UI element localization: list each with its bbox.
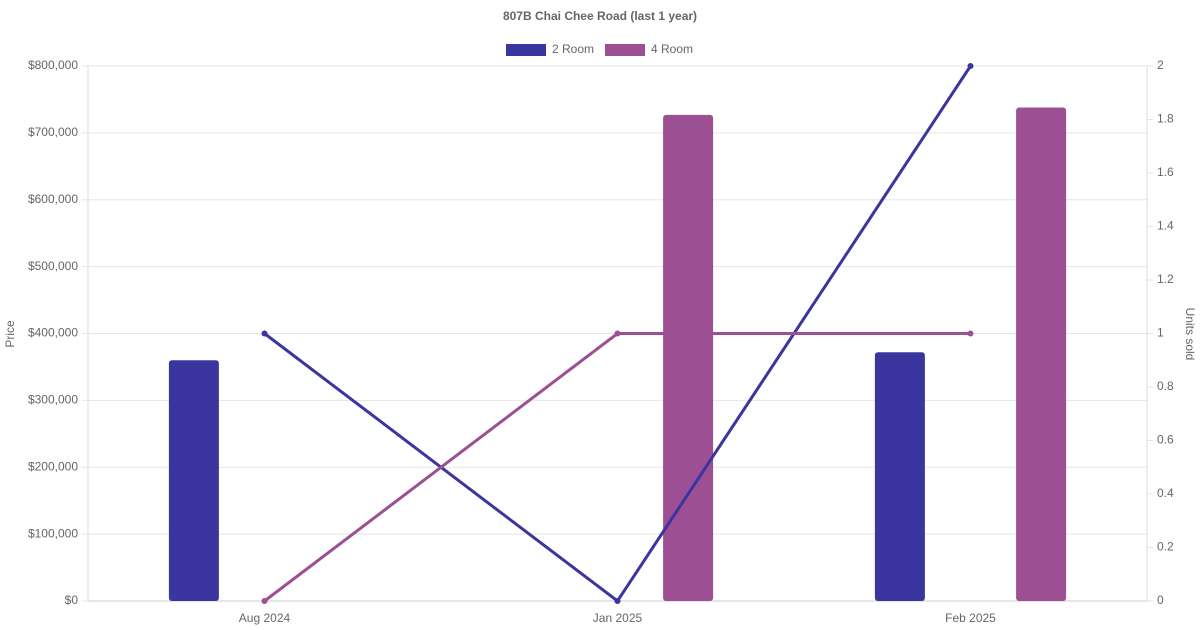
y-axis-title: Price [3,320,17,348]
x-tick-label: Feb 2025 [945,611,996,625]
line-point [967,63,974,69]
bar [168,360,219,601]
line-point [614,598,621,604]
y2-tick-label: 1.6 [1157,165,1174,179]
line-point [967,330,974,337]
y2-tick-label: 2 [1157,58,1164,72]
y2-tick-label: 0.8 [1157,379,1174,393]
line-point [614,330,621,337]
legend-swatch [506,44,546,56]
y-tick-label: $300,000 [28,393,78,407]
y-tick-label: $700,000 [28,125,78,139]
legend-label: 4 Room [651,42,693,56]
y2-tick-label: 1.2 [1157,272,1174,286]
y-tick-label: $100,000 [28,526,78,540]
bar [663,114,714,601]
x-tick-label: Aug 2024 [239,611,291,625]
bar [1016,107,1067,602]
chart-title: 807B Chai Chee Road (last 1 year) [503,9,697,23]
y2-tick-label: 1 [1157,326,1164,340]
line-point [261,330,268,337]
y2-tick-label: 1.8 [1157,112,1174,126]
y-tick-label: $400,000 [28,326,78,340]
legend-label: 2 Room [552,42,594,56]
y-tick-label: $500,000 [28,259,78,273]
y2-tick-label: 0 [1157,593,1164,607]
y2-tick-label: 0.2 [1157,540,1174,554]
y-tick-label: $200,000 [28,459,78,473]
line-point [261,598,268,604]
bar [874,352,925,601]
y2-tick-label: 0.6 [1157,433,1174,447]
y2-tick-label: 1.4 [1157,219,1174,233]
legend-swatch [605,44,645,56]
y2-axis-title: Units sold [1183,308,1197,361]
y-tick-label: $800,000 [28,58,78,72]
y-tick-label: $0 [65,593,79,607]
x-tick-label: Jan 2025 [593,611,643,625]
y2-tick-label: 0.4 [1157,486,1174,500]
y-tick-label: $600,000 [28,192,78,206]
